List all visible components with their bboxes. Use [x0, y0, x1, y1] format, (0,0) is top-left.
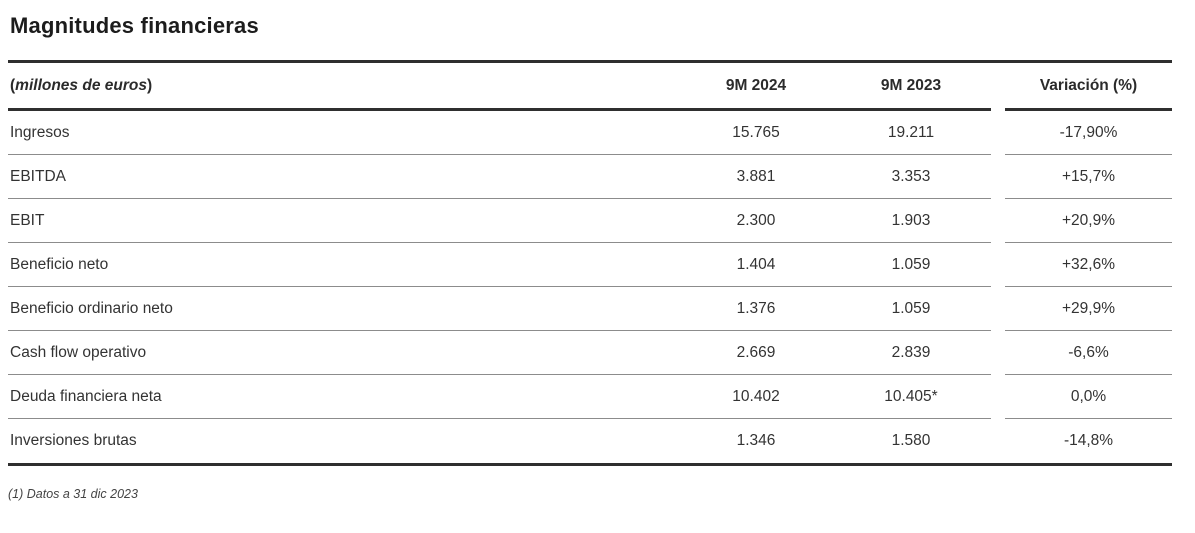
row-label: Ingresos [8, 111, 681, 155]
value-variacion: 0,0% [1005, 375, 1172, 419]
table-body: Ingresos 15.765 19.211 -17,90% EBITDA 3.… [8, 111, 1172, 463]
row-label: Cash flow operativo [8, 331, 681, 375]
value-9m-2023: 10.405* [831, 375, 991, 419]
table-header-row: (millones de euros) 9M 2024 9M 2023 Vari… [8, 63, 1172, 111]
row-label: Beneficio neto [8, 243, 681, 287]
unit-label-text: millones de euros [15, 76, 147, 94]
value-9m-2023: 19.211 [831, 111, 991, 155]
table-row: Cash flow operativo 2.669 2.839 -6,6% [8, 331, 1172, 375]
value-9m-2024: 15.765 [681, 111, 831, 155]
table-row: Beneficio neto 1.404 1.059 +32,6% [8, 243, 1172, 287]
value-9m-2023: 2.839 [831, 331, 991, 375]
value-9m-2023: 1.059 [831, 243, 991, 287]
value-9m-2024: 10.402 [681, 375, 831, 419]
value-9m-2024: 1.346 [736, 432, 776, 449]
row-label: Deuda financiera neta [8, 375, 681, 419]
column-gap [991, 111, 1005, 155]
row-label: EBIT [8, 199, 681, 243]
value-9m-2023: 1.903 [831, 199, 991, 243]
row-label: Inversiones brutas [10, 432, 137, 449]
value-9m-2023: 1.059 [831, 287, 991, 331]
unit-label-paren-close: ) [146, 76, 153, 94]
column-header-variacion: Variación (%) [1005, 63, 1172, 111]
value-9m-2024: 2.669 [681, 331, 831, 375]
column-gap [991, 155, 1005, 199]
table-row: Inversiones brutas 1.346 1.580 -14,8% [8, 419, 1172, 463]
unit-label: (millones de euros) [8, 63, 681, 111]
table-row: Deuda financiera neta 10.402 10.405* 0,0… [8, 375, 1172, 419]
value-variacion: -6,6% [1005, 331, 1172, 375]
financial-report-page: Magnitudes financieras (millones de euro… [0, 13, 1195, 533]
column-gap [991, 199, 1005, 243]
value-variacion: +20,9% [1005, 199, 1172, 243]
value-variacion: +32,6% [1005, 243, 1172, 287]
value-variacion: +29,9% [1005, 287, 1172, 331]
value-9m-2024: 3.881 [681, 155, 831, 199]
column-gap [991, 287, 1005, 331]
column-header-9m-2023: 9M 2023 [831, 63, 991, 111]
row-label: EBITDA [8, 155, 681, 199]
financial-table: (millones de euros) 9M 2024 9M 2023 Vari… [8, 60, 1172, 466]
column-gap [991, 243, 1005, 287]
column-gap [991, 419, 1005, 463]
value-9m-2023: 3.353 [831, 155, 991, 199]
value-9m-2024: 1.376 [681, 287, 831, 331]
value-9m-2024: 1.404 [681, 243, 831, 287]
table-row: EBITDA 3.881 3.353 +15,7% [8, 155, 1172, 199]
value-variacion: -14,8% [1063, 432, 1114, 449]
table-row: Ingresos 15.765 19.211 -17,90% [8, 111, 1172, 155]
value-9m-2024: 2.300 [681, 199, 831, 243]
footnote: (1) Datos a 31 dic 2023 [8, 487, 138, 501]
column-header-9m-2024: 9M 2024 [681, 63, 831, 111]
column-gap [991, 375, 1005, 419]
value-variacion: +15,7% [1005, 155, 1172, 199]
page-title: Magnitudes financieras [10, 13, 259, 38]
value-variacion: -17,90% [1005, 111, 1172, 155]
table-row: Beneficio ordinario neto 1.376 1.059 +29… [8, 287, 1172, 331]
value-9m-2023: 1.580 [891, 432, 931, 449]
table-row: EBIT 2.300 1.903 +20,9% [8, 199, 1172, 243]
unit-label-paren-open: ( [10, 76, 16, 94]
row-label: Beneficio ordinario neto [8, 287, 681, 331]
column-gap [991, 63, 1005, 111]
column-gap [991, 331, 1005, 375]
